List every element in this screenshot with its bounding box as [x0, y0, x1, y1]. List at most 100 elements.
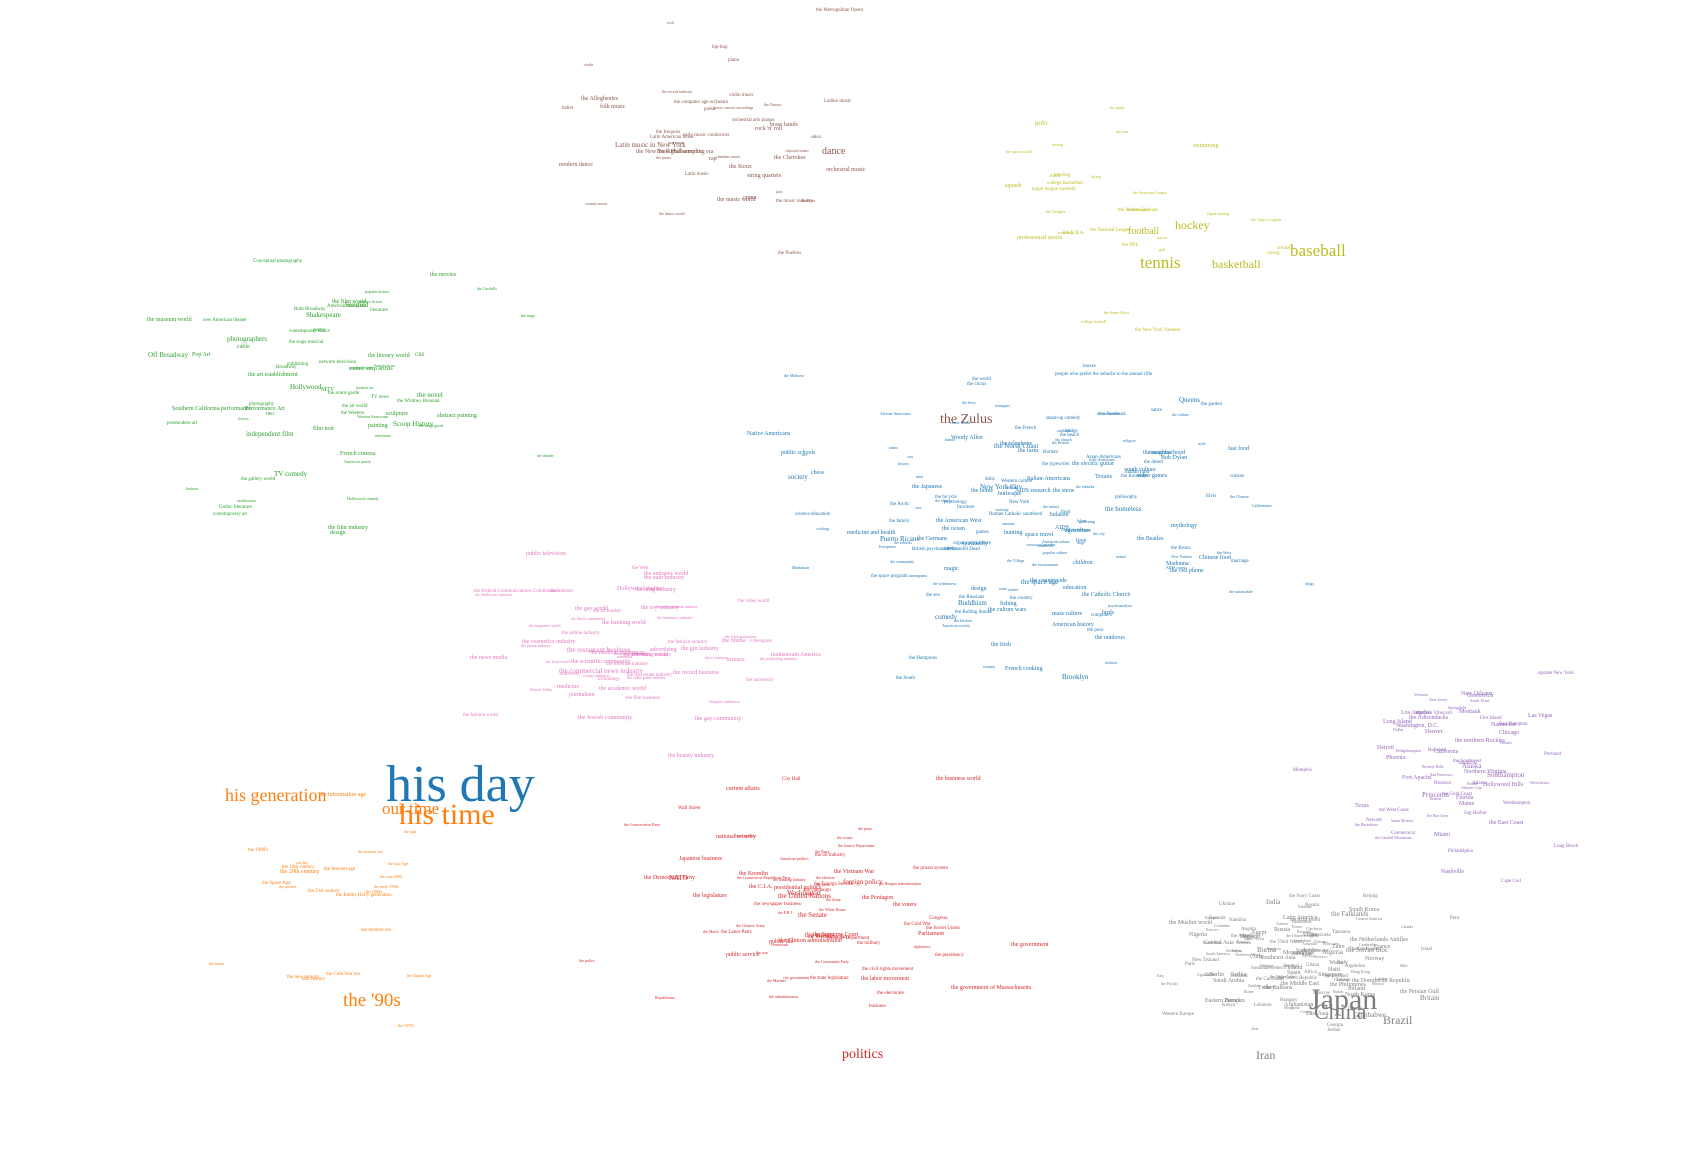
cloud-term: design — [330, 530, 346, 536]
cloud-term: Greece — [1314, 949, 1329, 954]
cloud-term: British psychoanalysis — [912, 547, 958, 552]
cloud-term: piano — [728, 58, 740, 63]
cloud-term: the film world — [332, 299, 367, 305]
cloud-term: the Germans — [917, 536, 948, 542]
cloud-term: the poor — [1087, 628, 1104, 633]
cloud-term: summer — [1002, 521, 1015, 526]
cloud-term: science fiction — [359, 299, 383, 304]
cloud-term: Cambodia — [1359, 942, 1376, 947]
cloud-term: Texas — [1355, 803, 1369, 809]
cloud-term: mythology — [1171, 523, 1198, 529]
cloud-term: the telephone — [1000, 441, 1033, 447]
cloud-term: violin music — [729, 93, 754, 98]
cloud-term: the Hamptons — [909, 656, 937, 661]
cloud-term: Martha's Vineyard — [1415, 711, 1452, 716]
cloud-term: American history — [1052, 622, 1094, 628]
cloud-term: postmodern art — [167, 421, 198, 426]
cloud-term: the fashion industry — [668, 640, 708, 645]
cloud-term: the government — [1011, 942, 1049, 948]
cloud-term: the Internet — [550, 589, 573, 594]
cloud-term: the cosmetics industry — [522, 639, 576, 645]
cloud-term: AIDS research — [1015, 488, 1051, 494]
cloud-term: Scotland — [1230, 974, 1248, 979]
cloud-term: cricket — [1277, 246, 1291, 251]
cloud-term: the typewriter — [1042, 462, 1070, 467]
cloud-term: the Alleghenies — [581, 96, 619, 102]
cloud-term: the Western — [341, 411, 365, 416]
cloud-term: the Atlantic — [1231, 934, 1255, 939]
cloud-term: the environment — [1032, 562, 1059, 567]
cloud-term: Ghana — [1306, 963, 1320, 968]
cloud-term: cartoons — [995, 507, 1009, 512]
cloud-term: Japan — [1309, 983, 1378, 1016]
cloud-term: men — [916, 474, 923, 479]
cloud-term: advertising — [650, 647, 677, 653]
cloud-term: the new century — [287, 975, 319, 980]
cloud-term: the Cold War era — [326, 972, 360, 977]
cloud-term: polka — [704, 107, 716, 112]
cloud-term: the Balkans — [1264, 985, 1293, 991]
cloud-term: the literary world — [368, 353, 410, 359]
cloud-term: the NFL — [1122, 243, 1139, 248]
cloud-term: Greenland — [1294, 938, 1311, 943]
cloud-term: Pop Art — [192, 352, 211, 358]
cloud-term: Bosnia — [1305, 903, 1319, 908]
cloud-term: the Connecticut Republican Party — [737, 875, 791, 880]
cloud-term: the N.B.A. — [1063, 231, 1085, 236]
cloud-term: the entertainment industry — [656, 604, 698, 609]
cloud-term: the real estate industry — [627, 673, 673, 678]
cloud-term: Conceptual photography — [253, 259, 303, 264]
cloud-term: the piano — [656, 155, 671, 160]
cloud-term: Jerusalem — [1226, 948, 1242, 953]
cloud-term: the community — [890, 559, 915, 564]
cloud-term: college football — [1081, 319, 1106, 324]
cloud-term: folk music — [600, 104, 626, 110]
cloud-term: the Internet age — [324, 867, 356, 872]
cloud-term: Canada — [1401, 924, 1413, 929]
cloud-term: the Jews — [962, 400, 976, 405]
cloud-term: the Adirondacks — [1409, 715, 1449, 721]
cloud-term: Shakespeare — [306, 311, 341, 319]
cloud-term: the church — [1055, 437, 1072, 442]
cloud-term: the year 2000 — [380, 874, 402, 879]
cloud-term: track — [1050, 174, 1060, 179]
cloud-term: the Justice Department — [838, 843, 875, 848]
cloud-term: the '90s — [343, 990, 401, 1011]
cloud-term: the Dominican Republic — [1352, 978, 1411, 984]
cloud-term: the election — [816, 875, 835, 880]
cloud-term: the Jewish community — [578, 715, 632, 721]
cloud-term: East Hampton — [1499, 722, 1528, 727]
cloud-term: the administration — [769, 994, 798, 999]
cloud-term: the home — [971, 488, 994, 494]
cloud-term: Hungary — [1280, 998, 1298, 1003]
cloud-term: the Japanese — [912, 484, 943, 490]
cloud-term: Buddhism — [958, 599, 987, 607]
cloud-term: East Asia — [1306, 1011, 1329, 1017]
cloud-term: Southern California performance — [172, 406, 252, 412]
cloud-term: teenagers — [995, 403, 1011, 408]
cloud-term: literature — [370, 308, 389, 313]
cloud-term: the computer age orchestra — [674, 100, 729, 105]
cloud-term: gardening — [1079, 519, 1095, 524]
cloud-term: Syria — [1302, 954, 1313, 959]
cloud-term: the Netherlands — [1270, 974, 1296, 979]
cloud-term: Western Europe — [1162, 1012, 1194, 1017]
cloud-term: collectors — [560, 672, 580, 677]
cloud-term: Congress — [929, 916, 948, 921]
cloud-term: the desert — [1144, 460, 1164, 465]
cloud-term: Benelux — [1225, 998, 1245, 1004]
cloud-term: film noir — [313, 426, 335, 432]
cloud-term: the Navy — [815, 849, 830, 854]
cloud-term: New Orleans — [1461, 691, 1493, 697]
cloud-term: the scientific community — [571, 659, 631, 665]
cloud-term: cats — [907, 454, 914, 459]
cloud-term: Portland — [1544, 752, 1561, 757]
cloud-term: Hispanic audiences — [709, 699, 740, 704]
cloud-term: fashion — [186, 486, 198, 491]
cloud-term: the Whitney Biennial — [397, 399, 440, 404]
cloud-term: Detroit — [1377, 745, 1394, 751]
cloud-term: Vermont — [1414, 692, 1428, 697]
cloud-term: Serbia — [1231, 972, 1247, 978]
cloud-term: philosophy — [1115, 495, 1138, 500]
cloud-term: the fashion world — [463, 713, 498, 718]
